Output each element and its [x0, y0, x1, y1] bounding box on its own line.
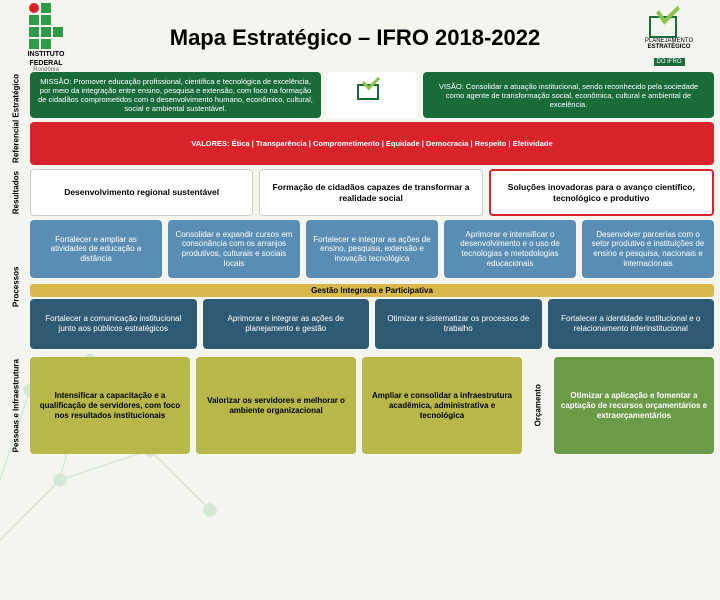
label-orcamento: Orçamento	[528, 357, 548, 454]
logo-right-sub: DO IFRO	[654, 58, 685, 66]
label-pessoas: Pessoas e Infraestrutura	[6, 357, 26, 454]
logo-right-l2: ESTRATÉGICO	[648, 44, 691, 50]
gestao-banner: Gestão Integrada e Participativa	[30, 284, 714, 297]
resultado-2: Formação de cidadãos capazes de transfor…	[259, 169, 482, 216]
visao-cell: VISÃO: Consolidar a atuação instituciona…	[423, 72, 714, 118]
logo-left-line2: FEDERAL	[29, 60, 62, 67]
label-referencial: Referencial Estratégico	[6, 72, 26, 165]
processo-r2-2: Aprimorar e integrar as ações de planeja…	[203, 299, 370, 349]
resultado-3-highlighted: Soluções inovadoras para o avanço cientí…	[489, 169, 714, 216]
strategic-map: Referencial Estratégico MISSÃO: Promover…	[0, 72, 720, 454]
valores-cell: VALORES: Ética | Transparência | Comprom…	[30, 122, 714, 165]
label-processos: Processos	[6, 220, 26, 353]
processo-r1-1: Fortalecer e ampliar as atividades de ed…	[30, 220, 162, 278]
page-title: Mapa Estratégico – IFRO 2018-2022	[88, 25, 622, 51]
missao-cell: MISSÃO: Promover educação profissional, …	[30, 72, 321, 118]
pessoas-3: Ampliar e consolidar a infraestrutura ac…	[362, 357, 522, 454]
pessoas-2: Valorizar os servidores e melhorar o amb…	[196, 357, 356, 454]
resultados-row: Resultados Desenvolvimento regional sust…	[6, 169, 714, 216]
planejamento-logo: PLANEJAMENTOESTRATÉGICO DO IFRO	[634, 8, 704, 68]
processo-r1-5: Desenvolver parcerias com o setor produt…	[582, 220, 714, 278]
processo-r2-4: Fortalecer a identidade institucional e …	[548, 299, 715, 349]
processo-r2-3: Otimizar e sistematizar os processos de …	[375, 299, 542, 349]
resultado-1: Desenvolvimento regional sustentável	[30, 169, 253, 216]
referencial-row: Referencial Estratégico MISSÃO: Promover…	[6, 72, 714, 165]
processo-r1-3: Fortalecer e integrar as ações de ensino…	[306, 220, 438, 278]
center-logo: PLANEJAMENTOESTRATÉGICO	[327, 72, 417, 118]
processos-row: Processos Fortalecer e ampliar as ativid…	[6, 220, 714, 353]
pessoas-1: Intensificar a capacitação e a qualifica…	[30, 357, 190, 454]
logo-left-line1: INSTITUTO	[28, 51, 65, 58]
label-resultados: Resultados	[6, 169, 26, 216]
ifro-logo: INSTITUTO FEDERAL Rondônia	[16, 8, 76, 68]
processo-r2-1: Fortalecer a comunicação institucional j…	[30, 299, 197, 349]
processo-r1-2: Consolidar e expandir cursos em consonân…	[168, 220, 300, 278]
orcamento-cell: Otimizar a aplicação e fomentar a captaç…	[554, 357, 714, 454]
pessoas-orcamento-row: Pessoas e Infraestrutura Intensificar a …	[6, 357, 714, 454]
header: INSTITUTO FEDERAL Rondônia Mapa Estratég…	[0, 0, 720, 72]
processo-r1-4: Aprimorar e intensificar o desenvolvimen…	[444, 220, 576, 278]
